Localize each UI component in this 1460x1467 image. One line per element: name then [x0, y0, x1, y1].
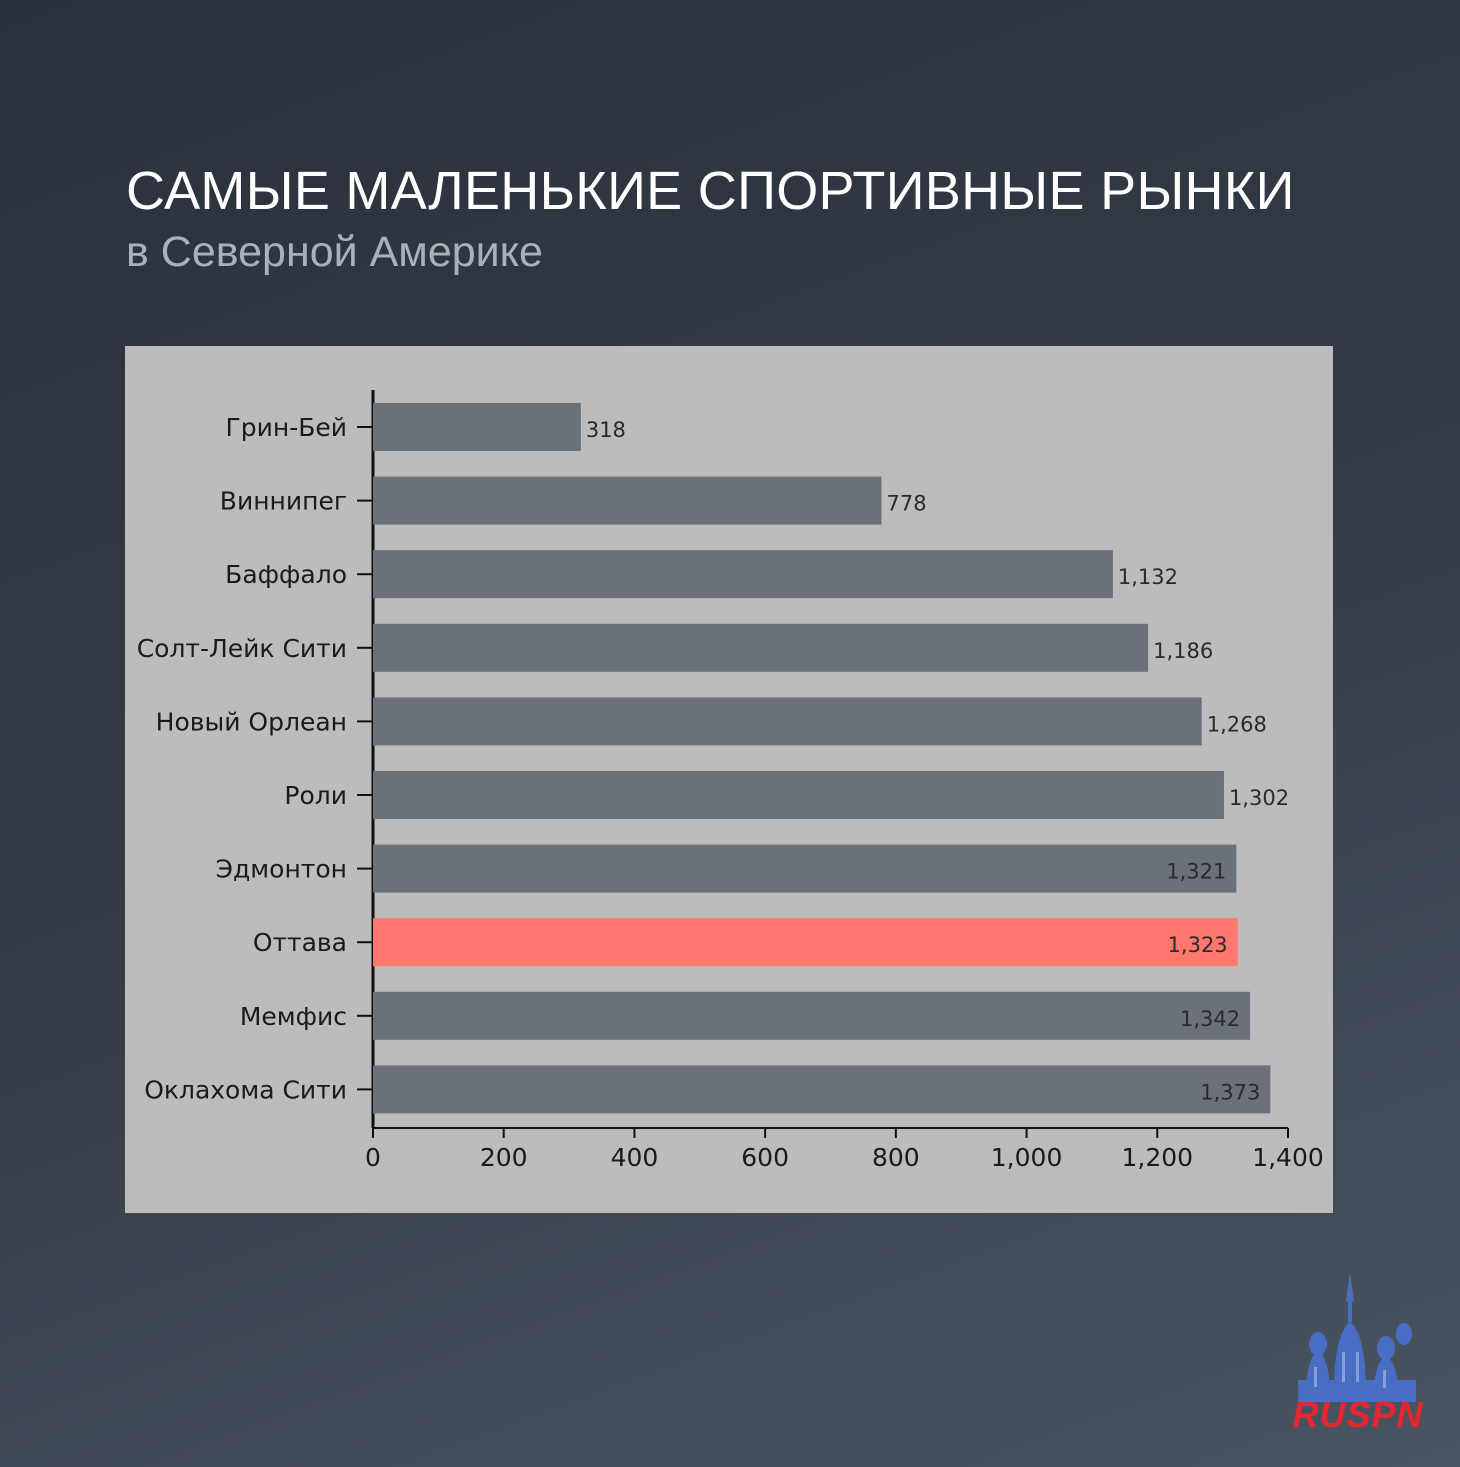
chart-panel: 0 200 400 600 800 1,000 1,200 1,400 Грин-Бей 318 В…	[125, 346, 1333, 1213]
data-label: 778	[886, 492, 926, 516]
x-tick-label: 200	[480, 1143, 528, 1172]
category-label: Солт-Лейк Сити	[137, 634, 347, 663]
data-label: 1,186	[1153, 639, 1213, 663]
x-tick-label: 800	[872, 1143, 920, 1172]
data-label: 318	[586, 418, 626, 442]
data-label: 1,268	[1207, 712, 1267, 736]
bar	[373, 771, 1224, 819]
bar	[373, 991, 1251, 1040]
x-tick-label: 0	[365, 1143, 381, 1172]
bar	[373, 844, 1237, 893]
bar	[373, 697, 1202, 746]
logo-text: RUSPN	[1292, 1394, 1423, 1435]
data-label: 1,132	[1118, 565, 1178, 589]
bar-chart: 0 200 400 600 800 1,000 1,200 1,400 Грин-Бей 318 В…	[137, 390, 1324, 1172]
x-tick-label: 600	[741, 1143, 789, 1172]
category-label: Новый Орлеан	[156, 707, 347, 736]
bar	[373, 1065, 1271, 1114]
bar	[373, 918, 1238, 967]
category-label: Виннипег	[220, 487, 347, 516]
category-label: Роли	[284, 781, 347, 810]
data-label: 1,302	[1229, 786, 1289, 810]
x-tick-label: 1,400	[1252, 1143, 1324, 1172]
chart-subtitle: в Северной Америке	[126, 228, 543, 276]
bar	[373, 476, 882, 525]
category-label: Эдмонтон	[216, 855, 347, 884]
x-tick-label: 400	[611, 1143, 659, 1172]
data-label: 1,323	[1168, 933, 1228, 957]
category-label: Мемфис	[240, 1002, 347, 1031]
x-tick-label: 1,200	[1121, 1143, 1193, 1172]
ruspn-logo: RUSPN	[1292, 1272, 1423, 1435]
bar	[373, 550, 1113, 599]
data-label: 1,373	[1200, 1080, 1260, 1104]
x-tick-label: 1,000	[991, 1143, 1063, 1172]
bar	[373, 623, 1149, 672]
data-label: 1,321	[1166, 860, 1226, 884]
bar	[373, 403, 581, 451]
category-label: Баффало	[225, 560, 347, 589]
data-label: 1,342	[1180, 1007, 1240, 1031]
chart-title: САМЫЕ МАЛЕНЬКИЕ СПОРТИВНЫЕ РЫНКИ	[126, 161, 1295, 221]
category-label: Грин-Бей	[225, 413, 347, 442]
category-label: Оттава	[253, 928, 347, 957]
category-label: Оклахома Сити	[144, 1075, 347, 1104]
